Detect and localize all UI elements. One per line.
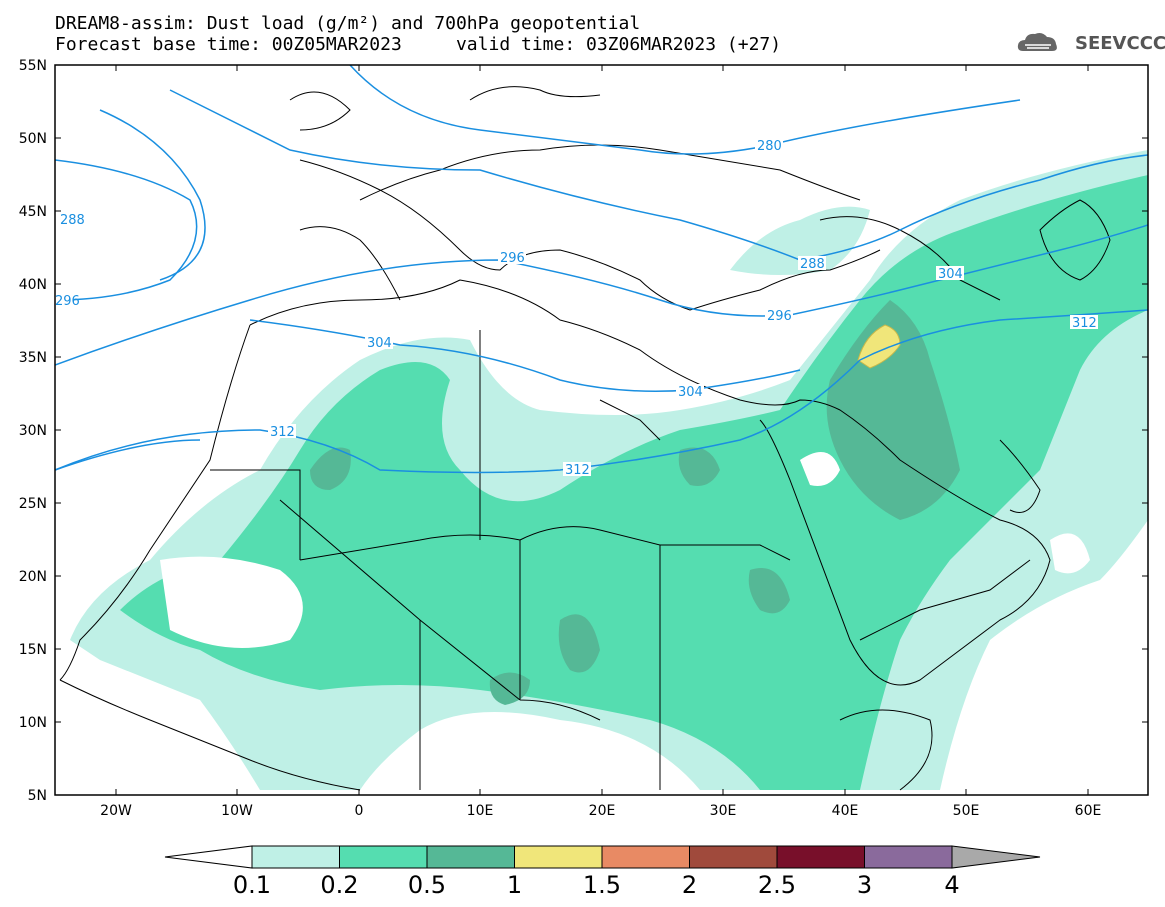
colorbar-segment [689, 845, 778, 869]
latitude-labels: 55N 50N 45N 40N 35N 30N 25N 20N 15N 10N … [19, 58, 47, 804]
contour-label-288-b: 288 [60, 213, 85, 228]
lat-label: 30N [19, 423, 47, 439]
lon-label: 20E [589, 803, 616, 819]
lon-label: 50E [953, 803, 980, 819]
cloud-icon [1017, 33, 1057, 51]
lat-label: 20N [19, 569, 47, 585]
colorbar-tick-label: 2 [682, 871, 697, 899]
contour-label-280: 280 [757, 139, 782, 154]
lat-label: 10N [19, 715, 47, 731]
contour-labels: 280 288 288 296 296 296 304 304 304 312 … [53, 138, 1098, 478]
colorbar-segment-low [164, 845, 253, 869]
dust-fields [55, 65, 1148, 795]
geopotential-contours [55, 65, 1148, 474]
colorbar-segment [251, 845, 340, 869]
lon-label: 40E [832, 803, 859, 819]
contour-label-296-a: 296 [500, 251, 525, 266]
colorbar-tick-label: 0.2 [320, 871, 358, 899]
contour-label-296-b: 296 [767, 309, 792, 324]
lon-label: 10E [467, 803, 494, 819]
colorbar-segment [864, 845, 953, 869]
contour-label-312-a: 312 [270, 425, 295, 440]
contour-label-312-c: 312 [1072, 316, 1097, 331]
contour-label-304-a: 304 [367, 336, 392, 351]
lat-label: 50N [19, 131, 47, 147]
logo-text: SEEVCCC [1075, 33, 1165, 54]
contour-label-296-c: 296 [55, 294, 80, 309]
lon-label: 60E [1075, 803, 1102, 819]
latitude-axis [55, 64, 1148, 796]
lat-label: 5N [28, 788, 47, 804]
lon-label: 0 [355, 803, 364, 819]
contour-label-312-b: 312 [565, 463, 590, 478]
lon-label: 10W [221, 803, 253, 819]
map-subtitle-times: Forecast base time: 00Z05MAR2023 valid t… [55, 34, 782, 55]
colorbar-segment [426, 845, 515, 869]
contour-label-304-c: 304 [938, 267, 963, 282]
colorbar-tick-label: 0.5 [408, 871, 446, 899]
colorbar-tick-label: 4 [944, 871, 959, 899]
lon-label: 30E [710, 803, 737, 819]
lat-label: 45N [19, 204, 47, 220]
coastlines-borders [59, 86, 1111, 791]
lat-label: 15N [19, 642, 47, 658]
contour-label-304-b: 304 [678, 385, 703, 400]
colorbar-tick-label: 1 [507, 871, 522, 899]
colorbar-tick-label: 3 [857, 871, 872, 899]
contour-label-288-a: 288 [800, 257, 825, 272]
lat-label: 25N [19, 496, 47, 512]
lat-label: 55N [19, 58, 47, 74]
colorbar-segment [601, 845, 690, 869]
colorbar-segment [339, 845, 428, 869]
longitude-labels: 20W 10W 0 10E 20E 30E 40E 50E 60E [100, 803, 1101, 819]
colorbar-tick-label: 1.5 [583, 871, 621, 899]
map-title: DREAM8-assim: Dust load (g/m²) and 700hP… [55, 13, 641, 34]
lat-label: 40N [19, 277, 47, 293]
colorbar-segment [776, 845, 865, 869]
colorbar: 0.1 0.2 0.5 1 1.5 2 2.5 3 4 [164, 845, 1041, 899]
colorbar-tick-label: 2.5 [758, 871, 796, 899]
dust-area-high [857, 324, 901, 369]
colorbar-segment [514, 845, 603, 869]
lon-label: 20W [100, 803, 132, 819]
lat-label: 35N [19, 350, 47, 366]
colorbar-tick-label: 0.1 [233, 871, 271, 899]
longitude-axis [115, 65, 1089, 795]
colorbar-segment-high [951, 845, 1041, 869]
